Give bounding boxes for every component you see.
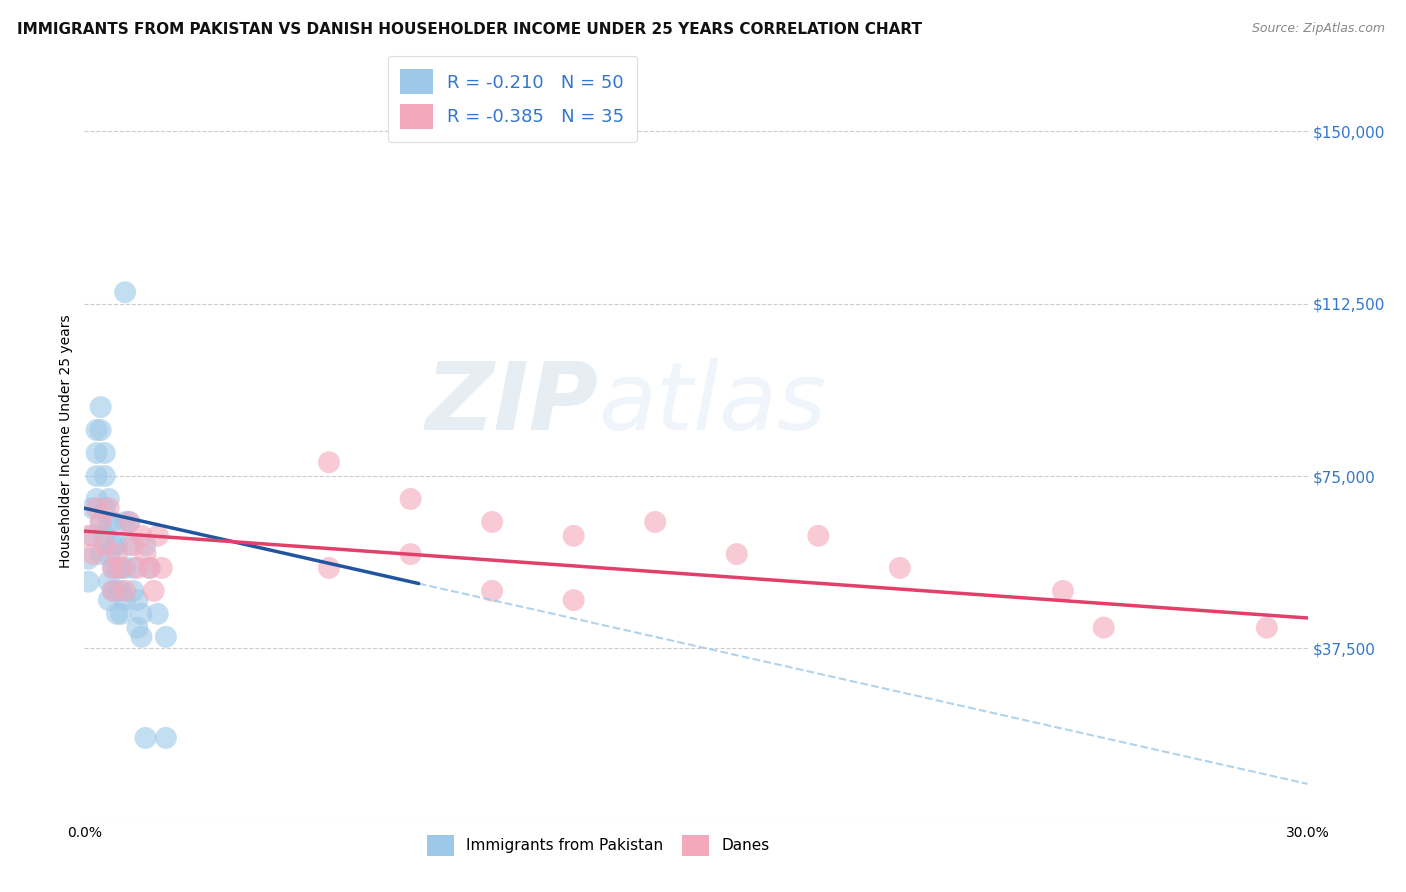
Point	[562, 529, 585, 543]
Point	[97, 593, 120, 607]
Point	[90, 515, 112, 529]
Point	[105, 561, 128, 575]
Point	[146, 607, 169, 621]
Point	[82, 547, 104, 561]
Point	[105, 607, 128, 621]
Point	[138, 561, 160, 575]
Point	[101, 561, 124, 575]
Point	[101, 583, 124, 598]
Point	[105, 538, 128, 552]
Point	[110, 607, 132, 621]
Text: Source: ZipAtlas.com: Source: ZipAtlas.com	[1251, 22, 1385, 36]
Point	[93, 446, 115, 460]
Point	[114, 561, 136, 575]
Point	[90, 515, 112, 529]
Point	[725, 547, 748, 561]
Point	[142, 583, 165, 598]
Point	[110, 583, 132, 598]
Point	[86, 469, 108, 483]
Point	[86, 491, 108, 506]
Point	[118, 538, 141, 552]
Point	[93, 469, 115, 483]
Point	[481, 583, 503, 598]
Point	[150, 561, 173, 575]
Point	[131, 529, 153, 543]
Point	[399, 491, 422, 506]
Point	[135, 538, 157, 552]
Point	[122, 538, 145, 552]
Point	[90, 547, 112, 561]
Point	[399, 547, 422, 561]
Point	[118, 515, 141, 529]
Point	[97, 574, 120, 589]
Point	[93, 501, 115, 516]
Point	[97, 501, 120, 516]
Point	[122, 561, 145, 575]
Point	[97, 547, 120, 561]
Point	[1092, 621, 1115, 635]
Point	[101, 583, 124, 598]
Point	[101, 515, 124, 529]
Point	[97, 491, 120, 506]
Point	[101, 538, 124, 552]
Point	[118, 515, 141, 529]
Point	[86, 446, 108, 460]
Point	[90, 400, 112, 414]
Point	[114, 583, 136, 598]
Point	[644, 515, 666, 529]
Point	[807, 529, 830, 543]
Point	[77, 529, 100, 543]
Point	[110, 561, 132, 575]
Point	[114, 593, 136, 607]
Point	[97, 515, 120, 529]
Point	[101, 561, 124, 575]
Point	[318, 455, 340, 469]
Point	[86, 423, 108, 437]
Point	[90, 423, 112, 437]
Point	[122, 583, 145, 598]
Point	[127, 621, 149, 635]
Point	[155, 731, 177, 745]
Point	[105, 547, 128, 561]
Point	[114, 515, 136, 529]
Point	[131, 607, 153, 621]
Point	[77, 551, 100, 566]
Legend: Immigrants from Pakistan, Danes: Immigrants from Pakistan, Danes	[420, 829, 776, 863]
Point	[93, 529, 115, 543]
Point	[127, 593, 149, 607]
Point	[127, 561, 149, 575]
Point	[135, 731, 157, 745]
Point	[86, 501, 108, 516]
Point	[93, 538, 115, 552]
Point	[77, 574, 100, 589]
Point	[105, 583, 128, 598]
Point	[114, 285, 136, 300]
Point	[131, 630, 153, 644]
Point	[110, 561, 132, 575]
Text: IMMIGRANTS FROM PAKISTAN VS DANISH HOUSEHOLDER INCOME UNDER 25 YEARS CORRELATION: IMMIGRANTS FROM PAKISTAN VS DANISH HOUSE…	[17, 22, 922, 37]
Y-axis label: Householder Income Under 25 years: Householder Income Under 25 years	[59, 315, 73, 568]
Text: atlas: atlas	[598, 358, 827, 450]
Point	[135, 547, 157, 561]
Point	[562, 593, 585, 607]
Text: ZIP: ZIP	[425, 358, 598, 450]
Point	[138, 561, 160, 575]
Point	[889, 561, 911, 575]
Point	[146, 529, 169, 543]
Point	[1052, 583, 1074, 598]
Point	[318, 561, 340, 575]
Point	[481, 515, 503, 529]
Point	[82, 529, 104, 543]
Point	[82, 501, 104, 516]
Point	[1256, 621, 1278, 635]
Point	[155, 630, 177, 644]
